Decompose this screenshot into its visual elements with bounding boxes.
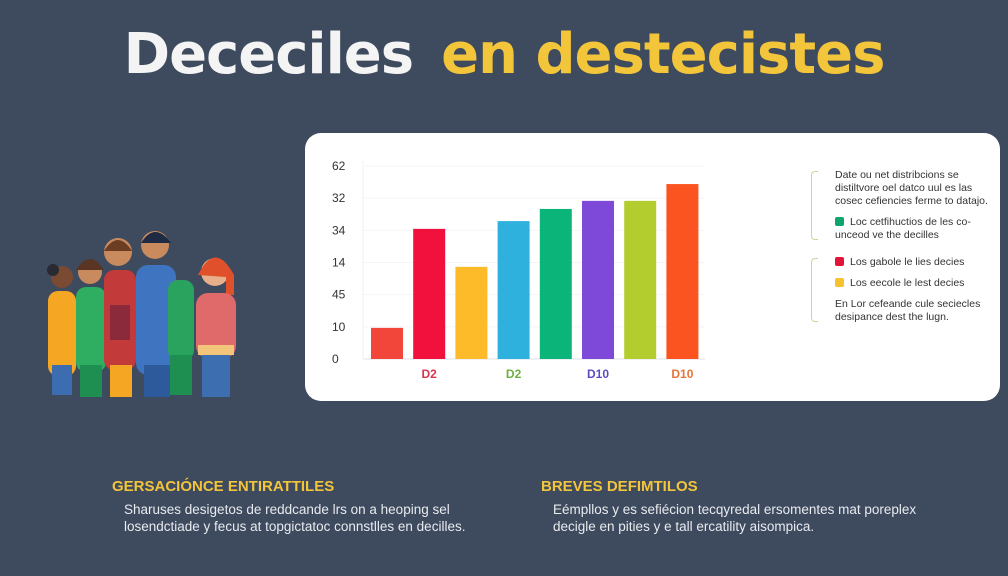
y-tick-label: 0 [332, 352, 339, 366]
y-tick-label: 14 [332, 256, 346, 270]
person-5 [168, 280, 194, 395]
x-tick-label: D10 [587, 367, 609, 381]
person-1 [47, 264, 76, 395]
legend-swatch [835, 278, 844, 287]
person-2 [76, 259, 106, 397]
x-tick-label: D10 [671, 367, 693, 381]
page-title: Dececiles en destecistes [123, 22, 886, 87]
legend-intro: Date ou net distribcions se distiltvore … [835, 169, 988, 207]
legend-swatch [835, 217, 844, 226]
legend-group-2: Los gabole le lies decies Los eecole le … [811, 256, 995, 324]
y-tick-label: 10 [332, 320, 346, 334]
legend: Date ou net distribcions se distiltvore … [811, 169, 995, 338]
y-tick-label: 32 [332, 191, 346, 205]
bar [539, 208, 572, 359]
person-3 [104, 238, 136, 397]
legend-item: Los eecole le lest decies [835, 277, 995, 290]
bar [413, 228, 446, 359]
section-heading: GERSACIÓNCE ENTIRATTILES [112, 478, 335, 495]
legend-item: Loc cetfihuctios de les co-unceod ve the… [835, 216, 971, 241]
bar [624, 200, 657, 359]
bar [455, 266, 488, 359]
bar [497, 221, 530, 359]
x-tick-label: D2 [422, 367, 438, 381]
y-tick-label: 62 [332, 159, 346, 173]
section-body: Eémpllos y es sefiécion tecqyredal ersom… [553, 502, 917, 534]
person-6 [196, 257, 236, 397]
bar [371, 327, 403, 359]
section-right: BREVES DEFIMTILOS Eémpllos y es sefiécion… [541, 478, 961, 535]
x-tick-label: D2 [506, 367, 522, 381]
section-body: Sharuses desigetos de reddcande lrs on a… [124, 502, 466, 534]
legend-item: Los gabole le lies decies [835, 256, 995, 269]
legend-group-1: Date ou net distribcions se distiltvore … [811, 169, 995, 242]
legend-swatch [835, 257, 844, 266]
bar-chart: 62 32 34 14 45 10 0 D2 D2 D10 D10 [332, 159, 705, 381]
section-left: GERSACIÓNCE ENTIRATTILES Sharuses desiget… [112, 478, 512, 535]
y-tick-label: 45 [332, 288, 346, 302]
chart-card: 62 32 34 14 45 10 0 D2 D2 D10 D10 Date ou net dist… [305, 133, 1000, 401]
bar [582, 200, 614, 359]
bar [666, 184, 699, 359]
people-illustration [47, 231, 236, 397]
y-tick-label: 34 [332, 223, 346, 237]
section-heading: BREVES DEFIMTILOS [541, 478, 698, 495]
person-4 [136, 231, 176, 397]
legend-outro: En Lor cefeande cule seciecles desipance… [835, 298, 981, 323]
